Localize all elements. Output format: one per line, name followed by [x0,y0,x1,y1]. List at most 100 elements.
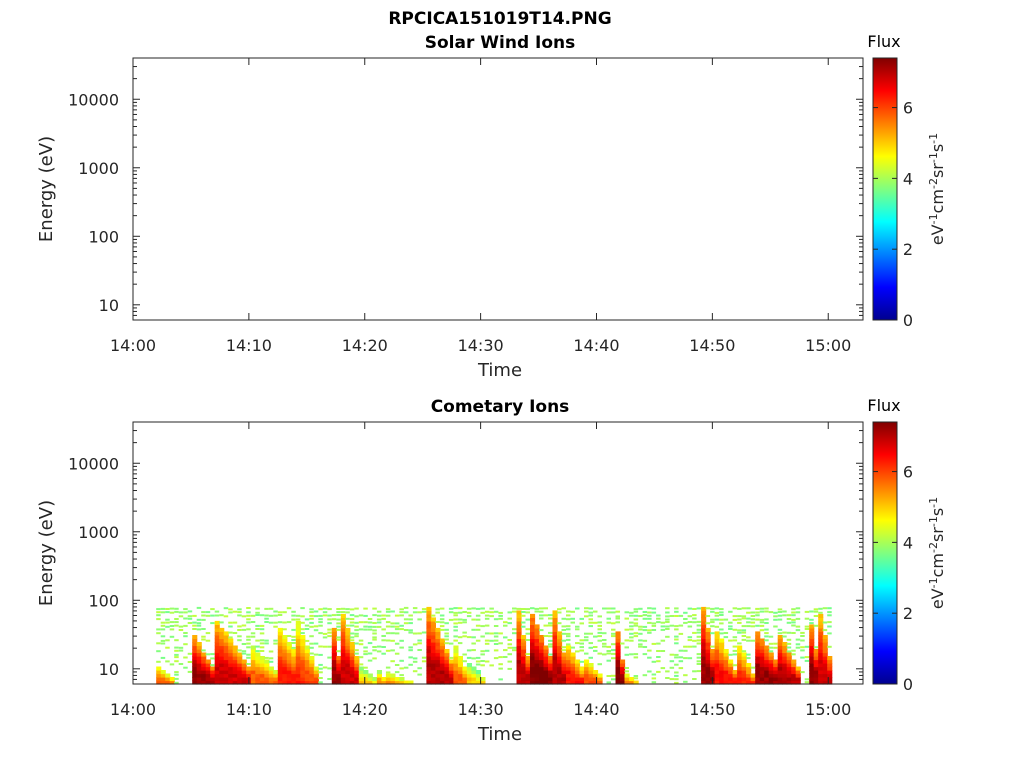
background-count-cell [457,618,463,621]
flux-cell [566,673,572,678]
flux-cell [530,677,536,682]
flux-cell [705,635,711,640]
flux-cell [584,677,590,682]
flux-cell [552,663,558,668]
background-count-cell [539,607,544,610]
background-count-cell [241,650,247,653]
background-count-cell [539,610,544,613]
flux-cell [228,656,234,661]
background-count-cell [683,680,688,683]
background-count-cell [322,636,328,639]
background-count-cell [651,681,657,684]
background-count-cell [408,629,413,632]
background-count-cell [584,615,589,618]
flux-cell [228,663,234,668]
flux-cell [295,673,301,678]
flux-cell [349,680,355,685]
flux-cell [300,652,306,657]
flux-cell [543,645,549,650]
background-count-cell [764,622,769,624]
background-count-cell [624,646,629,649]
background-count-cell [322,666,328,669]
flux-cell [723,649,729,654]
flux-cell [809,663,815,668]
flux-cell [552,652,558,657]
background-count-cell [696,663,702,665]
background-count-cell [611,657,616,660]
background-count-cell [746,639,751,642]
colorbar-tick-label: 2 [903,240,913,259]
flux-cell [539,656,545,661]
flux-cell [548,659,554,664]
background-count-cell [750,615,756,617]
flux-cell [701,666,707,671]
flux-cell [714,673,720,678]
flux-cell [345,649,351,654]
background-count-cell [624,667,629,669]
flux-cell [525,677,531,682]
flux-cell [561,673,567,678]
background-count-cell [804,628,810,630]
flux-cell [264,659,270,664]
flux-cell [372,680,378,685]
flux-cell [755,663,761,668]
flux-cell [331,627,337,632]
background-count-cell [827,621,832,624]
background-count-cell [412,670,418,673]
background-count-cell [241,652,247,655]
flux-cell [737,673,743,678]
flux-cell [615,649,621,654]
flux-cell [201,677,207,682]
background-count-cell [768,611,774,614]
flux-cell [755,680,761,685]
background-count-cell [408,631,413,634]
flux-cell [241,663,247,668]
flux-cell [588,680,594,685]
background-count-cell [525,632,530,635]
flux-cell [232,673,238,678]
background-count-cell [309,646,314,649]
background-count-cell [381,628,386,631]
flux-cell [192,670,198,675]
flux-cell [192,645,198,650]
flux-cell [331,663,337,668]
background-count-cell [795,638,801,641]
flux-cell [430,627,436,632]
flux-cell [777,677,783,682]
background-count-cell [521,625,526,628]
flux-cell [534,656,540,661]
background-count-cell [548,653,553,656]
background-count-cell [606,652,611,655]
flux-cell [358,677,364,682]
background-count-cell [624,611,629,614]
background-count-cell [399,614,404,617]
flux-cell [196,670,202,675]
flux-cell [291,677,297,682]
background-count-cell [588,607,593,610]
background-count-cell [786,650,792,653]
flux-cell [786,666,792,671]
flux-cell [295,620,301,625]
background-count-cell [237,614,242,617]
flux-cell [295,652,301,657]
flux-cell [430,642,436,647]
background-count-cell [336,638,341,641]
background-count-cell [493,643,499,645]
flux-cell [345,666,351,671]
background-count-cell [534,607,539,610]
background-count-cell [480,653,485,656]
flux-cell [354,670,360,675]
background-count-cell [624,639,629,642]
background-count-cell [773,611,778,614]
flux-cell [782,677,788,682]
flux-cell [827,656,833,661]
background-count-cell [471,607,476,610]
background-count-cell [318,681,323,684]
solar-wind-x-label: Time [477,360,522,381]
background-count-cell [795,643,801,646]
flux-cell [435,680,441,685]
background-count-cell [692,631,697,634]
background-count-cell [340,611,346,614]
background-count-cell [647,670,652,673]
